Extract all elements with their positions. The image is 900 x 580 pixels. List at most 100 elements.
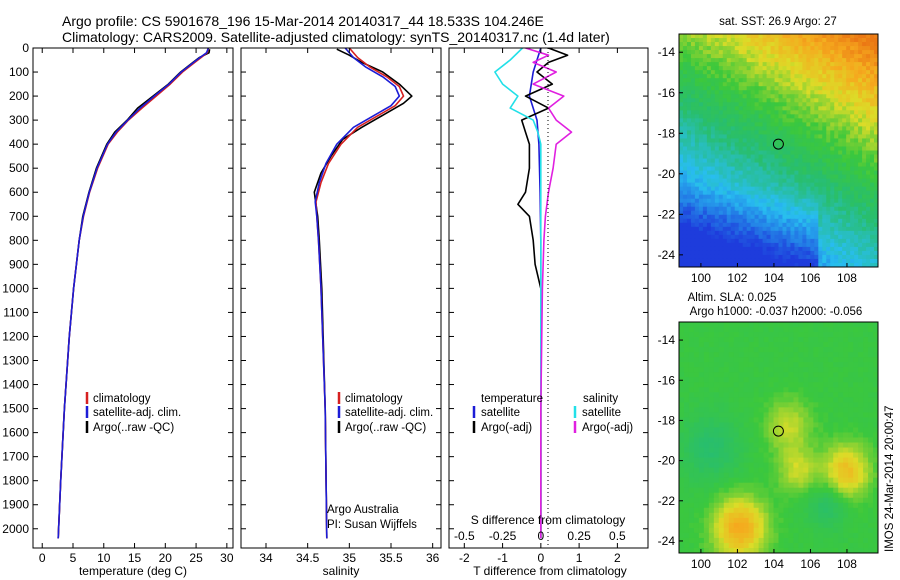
heatmap-cell [810,150,815,156]
heatmap-cell [823,377,829,383]
heatmap-cell [750,190,756,196]
heatmap-cell [694,110,700,115]
heatmap-cell [698,66,704,71]
heatmap-cell [870,186,875,192]
heatmap-cell [706,158,712,164]
heatmap-cell [850,102,855,107]
heatmap-cell [843,412,849,419]
heatmap-cell [823,352,829,358]
heatmap-cell [790,46,796,51]
heatmap-cell [782,74,788,79]
heatmap-cell [866,102,871,107]
heatmap-cell [793,532,799,539]
heatmap-cell [766,162,772,168]
heatmap-cell [679,74,684,79]
heatmap-cell [806,146,811,152]
heatmap-cell [863,507,869,514]
heatmap-cell [858,472,864,479]
heatmap-cell [738,50,744,55]
heatmap-cell [770,154,776,160]
heatmap-cell [846,78,851,83]
heatmap-cell [758,154,764,160]
heatmap-cell [810,206,815,212]
heatmap-cell [768,522,775,529]
heatmap-cell [873,527,878,534]
heatmap-cell [858,58,863,63]
heatmap-cell [773,532,780,539]
heatmap-cell [718,182,724,188]
heatmap-cell [838,377,844,383]
heatmap-cell [679,397,685,403]
heatmap-cell [738,102,744,107]
heatmap-cell [826,46,831,51]
heatmap-cell [714,250,720,256]
heatmap-cell [742,214,748,220]
heatmap-cell [774,242,780,248]
heatmap-cell [698,258,704,264]
heatmap-cell [702,82,708,87]
heatmap-cell [838,342,844,348]
heatmap-cell [826,98,831,103]
heatmap-cell [783,537,790,544]
heatmap-cell [834,70,839,75]
heatmap-cell [778,258,784,264]
heatmap-cell [748,482,755,489]
heatmap-cell [834,50,839,55]
heatmap-cell [750,222,756,228]
heatmap-cell [753,522,760,529]
heatmap-cell [694,42,700,47]
heatmap-cell [818,472,824,479]
heatmap-cell [788,347,795,353]
heatmap-cell [808,332,814,338]
heatmap-cell [858,254,863,260]
heatmap-cell [838,502,844,509]
heatmap-cell [778,190,784,196]
heatmap-cell [798,170,803,176]
temperature-axes [32,47,234,549]
heatmap-cell [834,246,839,252]
heatmap-cell [798,492,804,499]
heatmap-cell [702,238,708,244]
heatmap-cell [838,532,844,539]
heatmap-cell [782,222,788,228]
heatmap-cell [713,362,720,368]
heatmap-cell [853,417,859,424]
heatmap-cell [806,218,811,224]
heatmap-cell [753,332,760,338]
heatmap-cell [703,342,710,348]
heatmap-cell [813,437,819,444]
heatmap-cell [858,130,863,136]
heatmap-cell [802,70,807,75]
heatmap-cell [750,226,756,232]
heatmap-cell [822,42,827,47]
heatmap-cell [834,150,839,156]
heatmap-cell [874,254,878,260]
heatmap-cell [778,42,784,47]
heatmap-cell [726,202,732,208]
heatmap-cell [738,452,745,459]
heatmap-cell [718,512,725,519]
heatmap-cell [743,497,750,504]
heatmap-cell [742,38,748,43]
heatmap-cell [706,106,712,111]
heatmap-cell [818,337,824,343]
heatmap-cell [746,166,752,172]
heatmap-cell [778,174,784,180]
heatmap-cell [830,126,835,132]
heatmap-cell [874,198,878,204]
heatmap-cell [833,402,839,408]
heatmap-cell [754,262,760,267]
heatmap-cell [818,222,823,228]
heatmap-cell [766,34,772,39]
heatmap-cell [854,58,859,63]
heatmap-cell [738,258,744,264]
heatmap-cell [698,118,704,123]
heatmap-cell [790,162,796,168]
heatmap-cell [713,332,720,338]
heatmap-cell [682,38,688,43]
heatmap-cell [843,482,849,489]
heatmap-cell [726,94,732,99]
heatmap-cell [773,367,780,373]
heatmap-cell [793,352,799,358]
heatmap-cell [758,142,764,148]
